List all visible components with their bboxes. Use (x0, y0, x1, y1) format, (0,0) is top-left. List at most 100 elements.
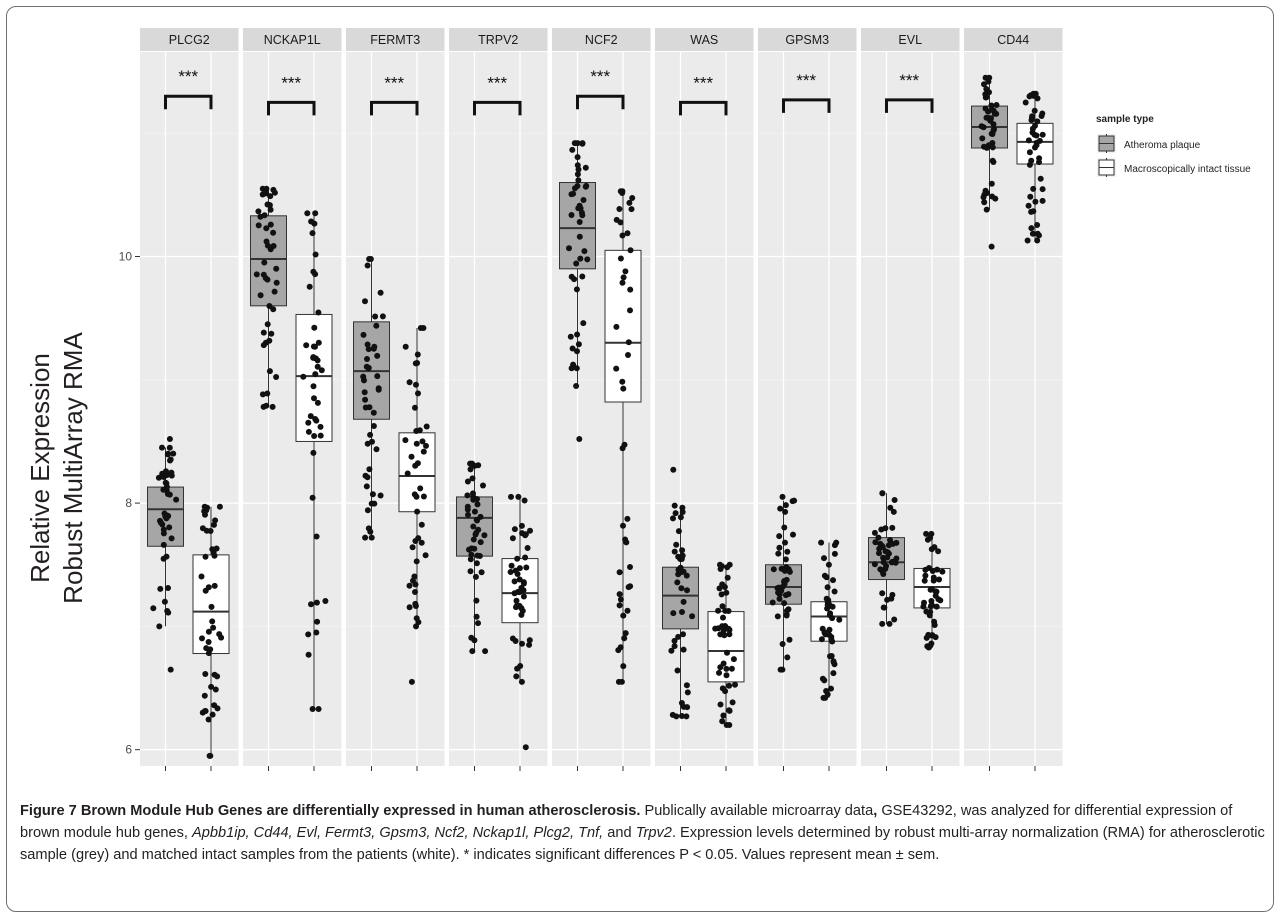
data-point (679, 504, 686, 511)
data-point (1030, 208, 1037, 215)
data-point (784, 548, 791, 555)
data-point (157, 519, 164, 526)
data-point (782, 556, 789, 563)
data-point (202, 708, 209, 714)
data-point (404, 470, 411, 477)
data-point (782, 539, 788, 546)
data-point (198, 573, 205, 580)
data-point (980, 194, 987, 201)
data-point (374, 373, 381, 380)
data-point (512, 638, 519, 644)
data-point (574, 171, 581, 178)
data-point (989, 131, 996, 137)
data-point (267, 221, 274, 228)
data-point (270, 229, 277, 236)
data-point (360, 331, 367, 338)
data-point (375, 385, 382, 392)
data-point (893, 539, 900, 546)
data-point (926, 644, 933, 651)
data-point (828, 634, 835, 640)
data-point (828, 685, 834, 692)
box-atheroma (662, 466, 699, 720)
data-point (166, 524, 173, 531)
data-point (625, 584, 632, 591)
data-point (674, 667, 681, 674)
data-point (205, 628, 212, 635)
data-point (205, 639, 212, 645)
data-point (464, 503, 471, 510)
data-point (925, 631, 932, 638)
significance-label: *** (384, 73, 404, 92)
data-point (304, 210, 311, 217)
data-point (208, 603, 215, 610)
panel-background (758, 52, 857, 766)
data-point (821, 677, 828, 684)
data-point (209, 618, 216, 625)
significance-label: *** (178, 67, 198, 86)
data-point (781, 567, 788, 574)
data-point (826, 612, 833, 619)
data-point (377, 289, 384, 296)
data-point (616, 602, 623, 609)
caption-gene-last: Trpv2 (635, 825, 672, 841)
data-point (420, 448, 427, 455)
data-point (673, 541, 680, 548)
data-point (617, 596, 624, 603)
data-point (978, 123, 985, 130)
data-point (513, 597, 520, 604)
data-point (726, 631, 733, 638)
data-point (716, 669, 722, 676)
data-point (1027, 193, 1034, 200)
data-point (312, 371, 319, 378)
data-point (523, 564, 530, 571)
data-point (311, 395, 317, 402)
panel-background (449, 52, 548, 766)
data-point (311, 433, 318, 439)
data-point (413, 440, 420, 447)
data-point (160, 474, 167, 480)
data-point (670, 610, 677, 617)
data-point (305, 428, 312, 435)
data-point (836, 616, 843, 623)
caption-text-2: GSE43292, was analyzed for differential … (20, 803, 1233, 841)
data-point (922, 566, 929, 573)
panel-background (861, 52, 960, 766)
facet-label: TRPV2 (478, 33, 518, 47)
data-point (1034, 237, 1041, 244)
facet-label: EVL (898, 33, 922, 47)
y-tick-label: 6 (125, 743, 132, 757)
data-point (671, 502, 678, 509)
data-point (312, 271, 319, 278)
data-point (464, 478, 471, 485)
data-point (620, 385, 627, 392)
data-point (414, 360, 421, 366)
data-point (580, 197, 587, 203)
data-point (988, 180, 995, 187)
caption-gene-list: Apbb1ip, Cd44, Evl, Fermt3, Gpsm3, Ncf2,… (192, 825, 604, 841)
y-axis: 6 8 10 (119, 250, 140, 757)
data-point (981, 81, 987, 88)
data-point (1026, 149, 1033, 156)
data-point (921, 599, 927, 606)
data-point (880, 559, 887, 566)
data-point (568, 365, 575, 372)
data-point (624, 607, 631, 614)
data-point (369, 491, 376, 498)
data-point (412, 600, 419, 607)
data-point (683, 682, 690, 689)
data-point (253, 271, 260, 278)
data-point (482, 648, 489, 655)
data-point (262, 339, 269, 346)
data-point (211, 521, 217, 528)
data-point (680, 598, 687, 605)
data-point (937, 597, 944, 604)
data-point (891, 616, 898, 623)
facet-label: CD44 (997, 33, 1029, 47)
data-point (824, 584, 831, 591)
data-point (613, 365, 620, 372)
bracket-line (370, 100, 419, 116)
data-point (576, 436, 583, 442)
data-point (211, 582, 218, 589)
data-point (671, 637, 678, 644)
data-point (305, 419, 312, 426)
